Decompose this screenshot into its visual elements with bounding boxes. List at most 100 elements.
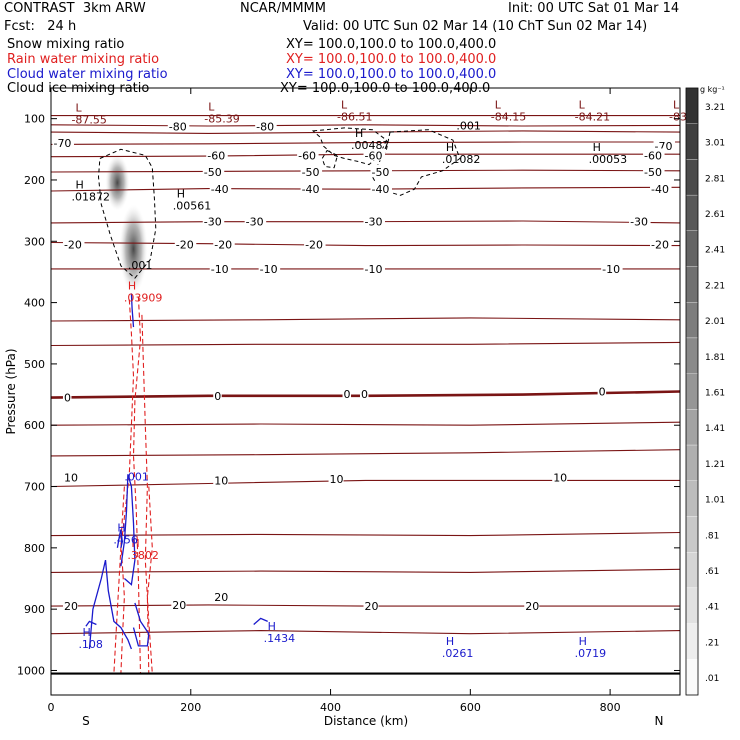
- temperature-label: -40: [651, 183, 669, 196]
- extremum-mark: L: [579, 99, 586, 112]
- extremum-mark: H: [579, 635, 587, 648]
- label-bg: [601, 261, 623, 274]
- isotherm-low-b: [50, 568, 681, 573]
- plot-frame: [50, 87, 681, 696]
- label-bg: [206, 148, 228, 161]
- field-rain-xy: XY= 100.0,100.0 to 100.0,400.0: [286, 52, 497, 67]
- temperature-label: 20: [64, 600, 78, 613]
- temperature-label: 10: [214, 474, 228, 487]
- isotherm--20: [50, 241, 681, 247]
- colorbar-unit: g kg⁻¹: [700, 85, 725, 94]
- temperature-label: 0: [64, 392, 71, 405]
- y-tick-label: 600: [24, 419, 45, 432]
- colorbar-label: 3.01: [705, 139, 725, 149]
- extremum-value: .03909: [124, 292, 163, 305]
- colorbar-label: 1.81: [705, 353, 725, 363]
- valid-label: Valid: 00 UTC Sun 02 Mar 14 (10 ChT Sun …: [303, 19, 648, 34]
- label-bg: [62, 237, 85, 250]
- y-axis-title: Pressure (hPa): [4, 348, 18, 434]
- temperature-label: 10: [330, 473, 344, 486]
- temperature-label: -10: [364, 263, 382, 276]
- label-bg: [370, 182, 392, 195]
- label-bg: [297, 148, 319, 161]
- label-bg: [171, 597, 187, 610]
- colorbar-label: 1.01: [705, 496, 725, 506]
- colorbar-swatch: [685, 516, 699, 553]
- label-bg: [244, 214, 267, 227]
- isotherm-upper-b: [50, 130, 681, 134]
- x-tick-label: 400: [320, 701, 341, 714]
- extremum-value: .00053: [589, 153, 628, 166]
- rain-contour: [146, 486, 153, 674]
- field-snow-xy: XY= 100.0,100.0 to 100.0,400.0: [286, 37, 497, 52]
- temperature-label: 20: [525, 600, 539, 613]
- colorbar-border: [685, 87, 699, 696]
- org-label: NCAR/MMMM: [240, 1, 326, 16]
- cloud-water-contour: [85, 620, 97, 627]
- extremum-value: -86.51: [337, 111, 372, 124]
- temperature-label: -50: [371, 166, 389, 179]
- colorbar-label: .41: [705, 603, 719, 613]
- temperature-label: -30: [204, 216, 222, 229]
- temperature-label: -60: [364, 149, 382, 162]
- rain-contour: [141, 314, 153, 674]
- extremum-mark: H: [82, 626, 90, 639]
- temperature-label: 0: [361, 388, 368, 401]
- temperature-label: -10: [211, 263, 229, 276]
- extremum-mark: H: [355, 127, 363, 140]
- label-bg: [213, 473, 229, 486]
- temperature-label: -60: [207, 149, 225, 162]
- temperature-label: -20: [305, 238, 323, 251]
- temperature-label: -10: [602, 263, 620, 276]
- temperature-label: -50: [204, 166, 222, 179]
- label-bg: [202, 214, 225, 227]
- colorbar-swatch: [685, 480, 699, 517]
- cloud-water-contour: [132, 602, 150, 647]
- colorbar-label: .61: [705, 567, 719, 577]
- temperature-label: -60: [644, 149, 662, 162]
- colorbar-swatch: [685, 123, 699, 160]
- extremum-value: .01082: [442, 153, 481, 166]
- x-axis-title: Distance (km): [324, 714, 408, 728]
- label-bg: [300, 182, 323, 195]
- endpoint-right: N: [655, 714, 664, 728]
- extremum-mark: H: [128, 280, 136, 293]
- y-tick-label: 700: [24, 481, 45, 494]
- colorbar: 3.21 3.01 2.81 2.61 2.41 2.21 2.01 1.81 1.61 1.41…: [685, 85, 725, 696]
- y-tick-label: 800: [24, 542, 45, 555]
- extremum-value: .3802: [127, 549, 159, 562]
- temperature-label: -30: [246, 216, 264, 229]
- label-bg: [370, 164, 392, 177]
- cloud-water-contours: [85, 293, 268, 650]
- extremum-value: .01872: [71, 190, 110, 203]
- field-cloudwater-xy: XY= 100.0,100.0 to 100.0,400.0: [286, 67, 497, 82]
- snow-contour: [311, 127, 388, 166]
- colorbar-label: 2.21: [705, 281, 725, 291]
- extremum-value: -84.15: [491, 111, 526, 124]
- temperature-label: -80: [169, 121, 187, 134]
- extremum-mark: H: [117, 522, 125, 535]
- label-bg: [174, 237, 197, 250]
- plot-border: [50, 87, 681, 696]
- temperature-label: 0: [344, 388, 351, 401]
- extremum-mark: L: [341, 99, 348, 112]
- forecast-label: Fcst: 24 h: [4, 19, 77, 34]
- label-bg: [643, 148, 665, 161]
- temperature-label: -20: [651, 238, 669, 251]
- label-bg: [213, 589, 229, 602]
- colorbar-swatch: [685, 623, 699, 660]
- isotherm-mid-d: [50, 449, 681, 457]
- colorbar-swatch: [685, 659, 699, 696]
- temperature-label: -50: [302, 166, 320, 179]
- temperature-label: -60: [298, 149, 316, 162]
- label-bg: [62, 390, 72, 403]
- rain-contour: [132, 296, 142, 674]
- colorbar-label: 2.41: [705, 246, 725, 256]
- label-bg: [363, 599, 379, 612]
- isotherm-mid-c: [50, 421, 681, 426]
- temperature-label: 20: [364, 600, 378, 613]
- colorbar-swatch: [685, 302, 699, 339]
- isotherm-low-c: [50, 630, 681, 635]
- label-bg: [62, 470, 78, 483]
